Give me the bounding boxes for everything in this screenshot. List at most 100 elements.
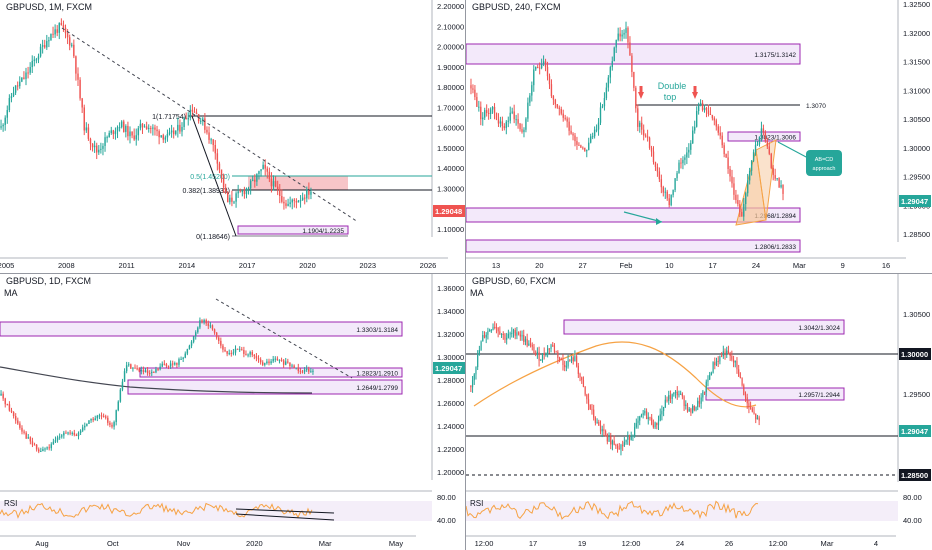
hourly-candle	[622, 445, 624, 447]
daily-z3-zone-label: 1.2649/1.2799	[356, 385, 398, 392]
hourly-candle	[722, 351, 724, 356]
h4-candle	[735, 194, 737, 201]
h4-candle	[668, 198, 670, 206]
h4-candle	[505, 121, 507, 129]
h4-candle	[641, 122, 643, 130]
rsi-level-40: 40.00	[903, 516, 922, 525]
h4-candle	[533, 69, 535, 86]
daily-candle	[113, 422, 115, 427]
hourly-candle	[516, 332, 518, 336]
hourly-x-tick: 12:00	[475, 539, 494, 548]
ma-label-daily: MA	[4, 288, 18, 298]
hourly-candle	[669, 395, 672, 399]
h4-candle	[474, 89, 476, 98]
daily-candle	[207, 323, 210, 326]
monthly-candle	[133, 135, 135, 140]
h4-candle	[662, 187, 664, 193]
daily-candle	[228, 353, 230, 355]
rsi-divergence-line-2	[235, 513, 335, 521]
monthly-candle	[175, 130, 177, 135]
daily-candle	[305, 368, 308, 370]
chart-4h-svg[interactable]: 1.32500 1.32000 1.31500 1.31000 1.30500 1.300…	[466, 0, 932, 273]
h4-candle	[497, 119, 500, 124]
daily-candle	[155, 369, 157, 373]
hourly-candle	[533, 346, 535, 353]
h4-candle	[688, 149, 690, 153]
hourly-candle	[703, 391, 706, 393]
daily-price-tag-text: 1.29047	[435, 364, 462, 373]
monthly-candle	[160, 135, 162, 138]
panel-divider-horizontal[interactable]	[0, 273, 932, 274]
abcd-callout-text-1: AB=CD	[815, 157, 834, 163]
double-top-label: Double	[658, 81, 687, 91]
monthly-candle	[85, 127, 88, 131]
h4-x-tick: 17	[708, 261, 716, 270]
monthly-candle	[104, 137, 106, 146]
daily-candle	[54, 440, 57, 442]
daily-candle	[52, 441, 55, 445]
h4-candle	[764, 131, 767, 141]
monthly-candle	[16, 85, 19, 87]
daily-candle	[251, 351, 253, 355]
h4-candle	[548, 76, 551, 85]
panel-divider-vertical[interactable]	[465, 0, 466, 550]
monthly-y-tick: 1.70000	[437, 103, 464, 112]
chart-panel-daily[interactable]: 1.36000 1.34000 1.32000 1.30000 1.28000 1.260…	[0, 274, 465, 550]
rsi-level-80: 80.00	[437, 493, 456, 502]
h4-candle	[646, 136, 649, 138]
daily-candle	[58, 436, 61, 438]
hourly-candle	[507, 333, 509, 338]
monthly-candle	[251, 179, 254, 181]
monthly-candle	[170, 130, 173, 133]
hourly-candle	[743, 385, 745, 396]
chart-daily-svg[interactable]: 1.36000 1.34000 1.32000 1.30000 1.28000 1.260…	[0, 274, 465, 550]
monthly-candle	[73, 44, 75, 57]
hourly-candle	[548, 348, 550, 350]
h4-candle	[747, 180, 749, 194]
hourly-candle	[738, 369, 740, 377]
chart-monthly-svg[interactable]: 2.20000 2.10000 2.00000 1.90000 1.80000 1.700…	[0, 0, 465, 273]
daily-candle	[96, 415, 99, 419]
hourly-candle	[552, 345, 554, 347]
h4-x-tick: Mar	[793, 261, 806, 270]
hourly-candle	[674, 391, 677, 393]
hourly-candle	[558, 357, 561, 360]
daily-candle	[40, 450, 42, 452]
daily-candle	[17, 420, 19, 424]
monthly-candle	[235, 193, 237, 202]
monthly-candle	[37, 56, 40, 60]
hourly-candle	[482, 335, 484, 342]
hourly-candle	[599, 425, 602, 432]
support-arrow	[623, 211, 663, 223]
h4-y-tick: 1.31000	[903, 86, 930, 95]
h4-candle	[619, 33, 621, 37]
hourly-x-tick: 17	[529, 539, 537, 548]
chart-panel-hourly[interactable]: 1.305001.300001.295001.290001.285001.304…	[466, 274, 932, 550]
chart-title-monthly: GBPUSD, 1M, FXCM	[4, 2, 95, 12]
monthly-candle	[185, 118, 187, 120]
chart-panel-4h[interactable]: 1.32500 1.32000 1.31500 1.31000 1.30500 1.300…	[466, 0, 932, 273]
h4-candle	[686, 152, 688, 158]
hourly-candle	[570, 357, 573, 361]
abcd-callout	[806, 150, 842, 176]
hourly-candle	[659, 414, 661, 421]
h4-candle	[566, 118, 568, 122]
monthly-candle	[268, 171, 271, 179]
monthly-y-tick: 1.60000	[437, 124, 464, 133]
daily-candle	[10, 410, 13, 413]
daily-candle	[29, 437, 32, 442]
h4-candle	[699, 102, 702, 106]
daily-candle	[88, 420, 90, 424]
monthly-candle	[120, 121, 123, 128]
monthly-candle	[270, 178, 273, 187]
chart-hourly-svg[interactable]: 1.305001.300001.295001.290001.285001.304…	[466, 274, 932, 550]
monthly-x-tick: 2008	[58, 261, 75, 270]
h4-candle	[615, 40, 617, 48]
hourly-x-tick: 26	[725, 539, 733, 548]
hourly-candle	[593, 409, 595, 418]
monthly-candle	[145, 126, 148, 129]
daily-candle	[109, 422, 111, 425]
hourly-candle	[487, 330, 489, 335]
chart-panel-monthly[interactable]: 2.20000 2.10000 2.00000 1.90000 1.80000 1.700…	[0, 0, 465, 273]
monthly-candle	[281, 195, 283, 202]
